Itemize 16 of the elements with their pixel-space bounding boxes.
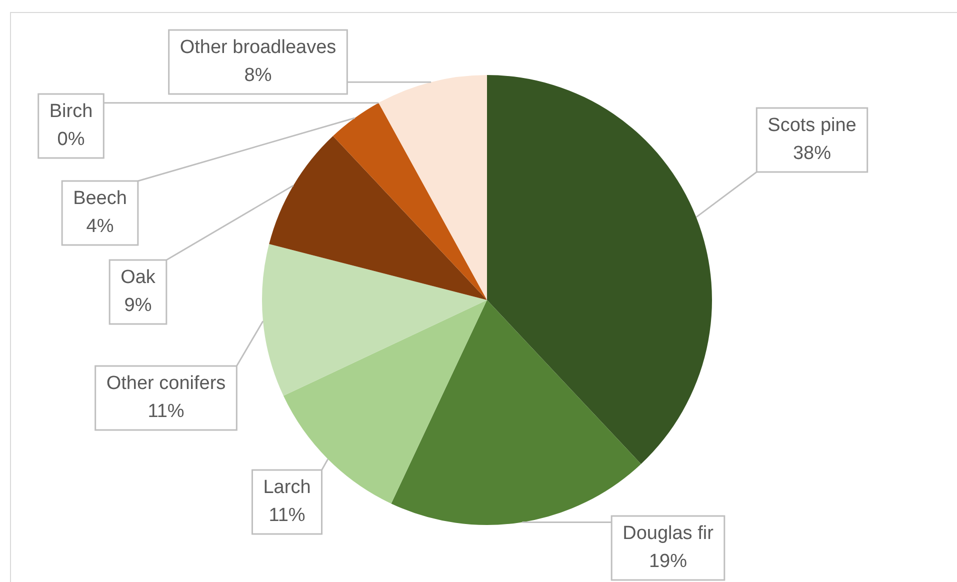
slice-label: Larch xyxy=(263,477,311,498)
data-label: 19% xyxy=(648,551,688,572)
text: 0% xyxy=(57,129,85,150)
slice-label: Other conifers xyxy=(106,373,226,394)
slice-label: Beech xyxy=(73,188,127,210)
data-label: 38% xyxy=(792,143,832,164)
slice-label: Douglas fir xyxy=(622,523,714,544)
slice-label: Other broadleaves xyxy=(180,37,336,58)
slice-label: Oak xyxy=(120,267,156,288)
data-label: 9% xyxy=(124,295,152,316)
data-label: 11% xyxy=(148,401,184,422)
slice-label: Scots pine xyxy=(768,115,856,136)
data-label: 4% xyxy=(86,216,114,238)
data-label: 11% xyxy=(268,505,306,526)
data-label: 8% xyxy=(244,65,272,86)
category-label: Birch xyxy=(49,101,93,122)
